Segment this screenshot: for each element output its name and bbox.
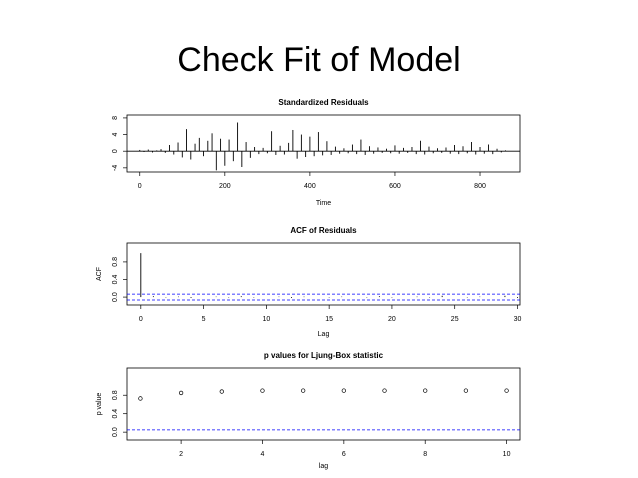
y-tick-label: 0: [112, 149, 119, 153]
x-tick-label: 20: [388, 316, 396, 323]
y-tick-label: 0.8: [112, 257, 119, 267]
y-tick-label: 0.0: [112, 427, 119, 437]
point: [463, 388, 469, 393]
y-tick-label: 4: [112, 133, 119, 137]
x-tick-label: 25: [451, 316, 459, 323]
y-tick-label: 0.0: [112, 292, 119, 302]
x-axis-label: Lag: [318, 331, 330, 338]
x-tick-label: 200: [219, 183, 231, 190]
x-axis-label: lag: [319, 463, 328, 470]
point: [382, 388, 387, 393]
x-tick-label: 10: [503, 451, 511, 458]
plot-frame: [126, 114, 521, 173]
x-tick-label: 8: [423, 451, 427, 458]
x-tick-label: 2: [179, 451, 183, 458]
y-tick-label: 0.4: [112, 275, 119, 285]
plot-frame: [126, 242, 521, 306]
plot-title: p values for Ljung-Box statistic: [264, 351, 384, 360]
point: [504, 388, 509, 393]
x-tick-label: 10: [262, 316, 270, 323]
y-axis-label: p value: [96, 393, 103, 416]
x-tick-label: 800: [474, 183, 486, 190]
point: [260, 388, 265, 393]
point: [341, 388, 346, 393]
point: [219, 389, 224, 394]
x-axis-label: Time: [316, 200, 331, 207]
point: [138, 396, 143, 401]
y-axis-label: ACF: [96, 267, 103, 281]
x-tick-label: 0: [138, 183, 142, 190]
plot-title: Standardized Residuals: [278, 98, 369, 107]
point: [178, 390, 184, 396]
y-tick-label: -4: [112, 165, 119, 171]
plot-frame: [126, 367, 521, 441]
x-tick-label: 5: [202, 316, 206, 323]
x-tick-label: 600: [389, 183, 401, 190]
x-tick-label: 6: [342, 451, 346, 458]
slide-title: Check Fit of Model: [177, 41, 460, 79]
point: [423, 388, 428, 393]
point: [301, 388, 306, 393]
y-tick-label: 0.4: [112, 409, 119, 419]
x-tick-label: 0: [139, 316, 143, 323]
x-tick-label: 15: [325, 316, 333, 323]
y-tick-label: 8: [112, 116, 119, 120]
plot-title: ACF of Residuals: [290, 226, 357, 235]
x-tick-label: 30: [514, 316, 522, 323]
x-tick-label: 4: [261, 451, 265, 458]
x-tick-label: 400: [304, 183, 316, 190]
y-tick-label: 0.8: [112, 390, 119, 400]
